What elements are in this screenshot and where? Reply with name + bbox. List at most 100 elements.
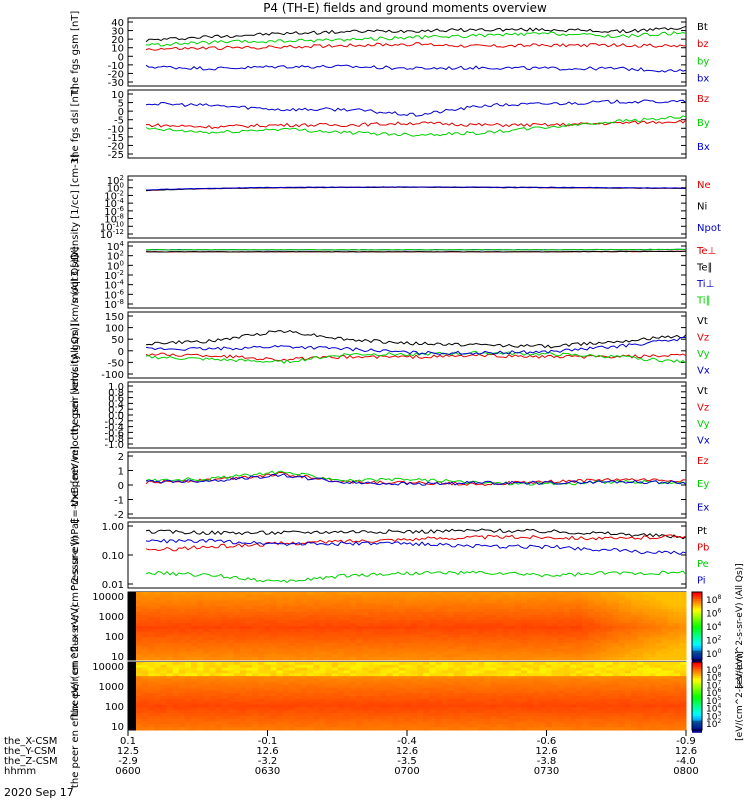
heatmap-cell (679, 715, 687, 720)
heatmap-cell (172, 693, 180, 697)
heatmap-cell (521, 718, 528, 722)
heatmap-cell (325, 609, 333, 613)
heatmap-cell (343, 643, 351, 647)
heatmap-cell (264, 611, 271, 616)
heatmap-cell (142, 617, 149, 621)
heatmap-cell (453, 623, 461, 627)
heatmap-cell (209, 693, 216, 697)
heatmap-cell (673, 597, 681, 601)
heatmap-cell (349, 679, 357, 683)
heatmap-cell (667, 667, 675, 671)
heatmap-cell (380, 704, 388, 708)
heatmap-cell (172, 681, 180, 686)
heatmap-cell (209, 701, 216, 705)
heatmap-cell (172, 684, 180, 688)
heatmap-cell (154, 614, 161, 618)
heatmap-cell (453, 640, 461, 644)
heatmap-cell (508, 724, 516, 728)
legend-pi: Pi (697, 576, 706, 587)
heatmap-cell (514, 698, 522, 703)
heatmap-cell (606, 643, 614, 647)
heatmap-cell (514, 645, 522, 650)
heatmap-cell (527, 701, 534, 705)
heatmap-cell (649, 681, 656, 686)
heatmap-cell (533, 643, 540, 647)
heatmap-cell (508, 657, 516, 661)
heatmap-cell (404, 631, 412, 635)
heatmap-cell (276, 631, 284, 635)
heatmap-cell (533, 687, 540, 691)
heatmap-cell (588, 701, 595, 705)
heatmap-cell (264, 704, 271, 708)
heatmap-cell (178, 603, 186, 607)
heatmap-cell (441, 651, 449, 655)
heatmap-cell (429, 603, 436, 607)
heatmap-cell (527, 715, 534, 720)
heatmap-cell (606, 603, 614, 607)
heatmap-cell (612, 645, 620, 650)
heatmap-cell (154, 648, 161, 652)
heatmap-cell (184, 690, 192, 694)
heatmap-cell (246, 673, 253, 677)
heatmap-cell (600, 637, 608, 641)
heatmap-cell (331, 673, 339, 677)
heatmap-cell (521, 704, 528, 708)
heatmap-cell (325, 713, 333, 717)
heatmap-cell (221, 614, 229, 618)
heatmap-cell (252, 628, 259, 633)
heatmap-cell (307, 681, 314, 686)
heatmap-cell (252, 690, 259, 694)
colorbar-step (692, 701, 702, 705)
heatmap-cell (429, 600, 436, 604)
heatmap-cell (484, 617, 491, 621)
heatmap-cell (453, 645, 461, 650)
heatmap-cell (643, 684, 650, 688)
heatmap-cell (551, 713, 559, 717)
x-tick-label: 0800 (673, 766, 698, 777)
heatmap-cell (215, 637, 223, 641)
heatmap-cell (411, 701, 418, 705)
heatmap-cell (661, 690, 669, 694)
heatmap-cell (649, 667, 656, 671)
heatmap-cell (301, 718, 308, 722)
heatmap-cell (349, 640, 357, 644)
heatmap-cell (643, 704, 650, 708)
heatmap-cell (288, 679, 296, 683)
heatmap-cell (288, 603, 296, 607)
heatmap-cell (356, 662, 363, 666)
heatmap-cell (649, 698, 656, 703)
heatmap-cell (679, 670, 687, 674)
heatmap-cell (679, 617, 687, 621)
heatmap-cell (624, 724, 632, 728)
heatmap-cell (514, 679, 522, 683)
heatmap-cell (154, 664, 161, 669)
heatmap-cell (331, 620, 339, 624)
heatmap-cell (612, 696, 620, 700)
heatmap-cell (264, 620, 271, 624)
heatmap-cell (484, 704, 491, 708)
heatmap-cell (203, 684, 210, 688)
heatmap-cell (233, 600, 241, 604)
heatmap-cell (411, 676, 418, 680)
heatmap-cell (239, 684, 247, 688)
heatmap-cell (307, 715, 314, 720)
tick-exponent: 9 (717, 664, 721, 671)
heatmap-cell (325, 704, 333, 708)
heatmap-cell (484, 710, 491, 714)
heatmap-cell (649, 634, 656, 638)
heatmap-cell (563, 628, 571, 633)
heatmap-cell (142, 631, 149, 635)
heatmap-cell (582, 724, 589, 728)
heatmap-cell (276, 620, 284, 624)
series-vt (145, 329, 687, 349)
heatmap-cell (398, 724, 406, 728)
colorbar-step (692, 687, 702, 691)
heatmap-cell (514, 704, 522, 708)
legend-vx: Vx (697, 366, 710, 377)
heatmap-cell (624, 620, 632, 624)
heatmap-cell (466, 606, 473, 610)
heatmap-cell (136, 594, 143, 599)
heatmap-cell (429, 698, 436, 703)
heatmap-cell (349, 623, 357, 627)
heatmap-cell (673, 715, 681, 720)
